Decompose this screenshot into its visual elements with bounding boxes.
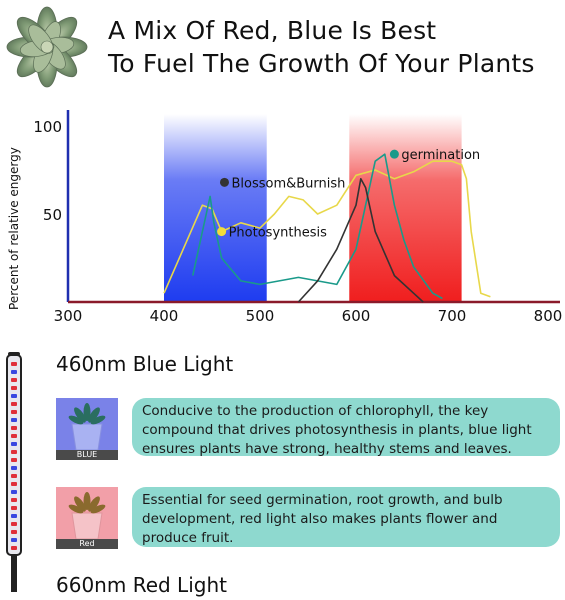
- x-tick-label: 700: [438, 307, 467, 325]
- led-dot: [11, 466, 17, 470]
- led-dot: [11, 530, 17, 534]
- led-dot: [11, 418, 17, 422]
- led-dot: [11, 458, 17, 462]
- red-plant-thumbnail: Red: [56, 487, 118, 549]
- potted-plant-icon: [68, 403, 106, 451]
- led-dot: [11, 538, 17, 542]
- x-tick-label: 300: [54, 307, 83, 325]
- y-tick-label: 50: [43, 206, 62, 224]
- led-dot: [11, 410, 17, 414]
- red-light-heading: 660nm Red Light: [56, 573, 227, 597]
- annotation-label: Blossom&Burnish: [231, 176, 345, 191]
- led-dot: [11, 490, 17, 494]
- led-dot: [11, 546, 17, 550]
- led-dot: [11, 474, 17, 478]
- blue-light-description: Conducive to the production of chlorophy…: [132, 398, 560, 457]
- series-line-blossom-burnish: [297, 178, 424, 303]
- annotation-marker: [389, 149, 399, 159]
- annotation-label: Photosynthesis: [229, 226, 328, 241]
- x-tick-label: 600: [342, 307, 371, 325]
- led-dot: [11, 482, 17, 486]
- led-dot: [11, 402, 17, 406]
- led-dot: [11, 514, 17, 518]
- spectrum-chart: 300 400 500 600 700 800 50 100 Percent of relat…: [7, 110, 563, 325]
- y-axis-label: Percent of relative engergy: [7, 147, 21, 310]
- series-line-germination: [192, 153, 443, 300]
- blue-light-heading: 460nm Blue Light: [56, 352, 234, 376]
- title-line-2: To Fuel The Growth Of Your Plants: [108, 49, 535, 78]
- series-line-photosynthesis: [163, 160, 491, 298]
- led-dot: [11, 442, 17, 446]
- led-dot: [11, 394, 17, 398]
- annotation-marker: [217, 227, 227, 237]
- led-dot: [11, 498, 17, 502]
- y-tick-label: 100: [33, 118, 62, 136]
- succulent-icon: [6, 6, 88, 88]
- grow-light-icon: [6, 352, 22, 592]
- led-dot: [11, 370, 17, 374]
- led-dot: [11, 426, 17, 430]
- annotation-marker: [219, 177, 229, 187]
- x-tick-label: 400: [150, 307, 179, 325]
- led-dot: [11, 434, 17, 438]
- led-dot: [11, 362, 17, 366]
- annotation-label: germination: [401, 148, 480, 163]
- potted-plant-icon: [68, 492, 106, 540]
- x-tick-label: 800: [534, 307, 563, 325]
- led-dot: [11, 450, 17, 454]
- blue-plant-thumbnail: BLUE: [56, 398, 118, 460]
- led-dot: [11, 506, 17, 510]
- led-dot: [11, 378, 17, 382]
- blue-band: [164, 114, 267, 302]
- title-line-1: A Mix Of Red, Blue Is Best: [108, 16, 437, 45]
- x-tick-label: 500: [246, 307, 275, 325]
- led-dot: [11, 386, 17, 390]
- red-light-description: Essential for seed germination, root gro…: [132, 487, 560, 547]
- thumbnail-label: Red: [56, 539, 118, 549]
- led-dot: [11, 522, 17, 526]
- red-band: [349, 114, 462, 302]
- thumbnail-label: BLUE: [56, 450, 118, 460]
